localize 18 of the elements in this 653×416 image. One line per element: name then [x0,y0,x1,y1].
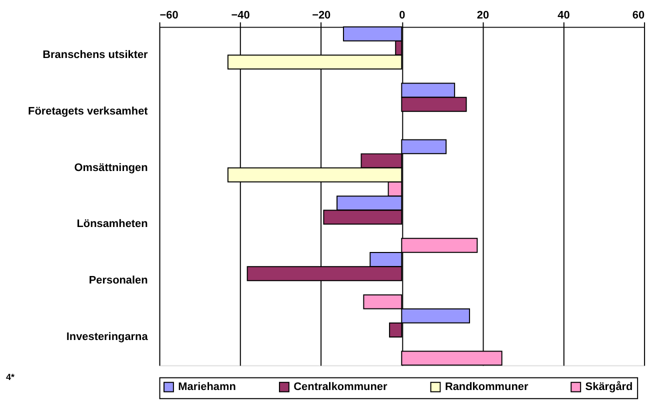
y-tick-label: Personalen [88,274,148,287]
x-tick-label: 40 [558,9,570,22]
y-tick-label: Branschens utsikter [42,49,149,62]
x-tick-label: −40 [231,9,250,22]
y-tick-label: Lönsamheten [76,218,148,230]
y-tick-label: Investeringarna [66,331,149,344]
text: 4* [6,372,15,382]
x-tick-label: 0 [399,9,406,22]
x-tick-label: 20 [476,9,490,22]
x-tick-label: 60 [632,9,645,22]
y-tick-label: Företagets verksamhet [28,105,148,118]
legend-label: Centralkommuner [294,381,388,394]
legend-label: Skärgård [585,381,633,394]
x-tick-label: −20 [312,9,331,22]
x-tick-label: −60 [160,9,178,22]
y-tick-label: Omsättningen [74,162,148,174]
legend-label: Mariehamn [178,381,236,394]
legend-label: Randkommuner [444,381,529,394]
